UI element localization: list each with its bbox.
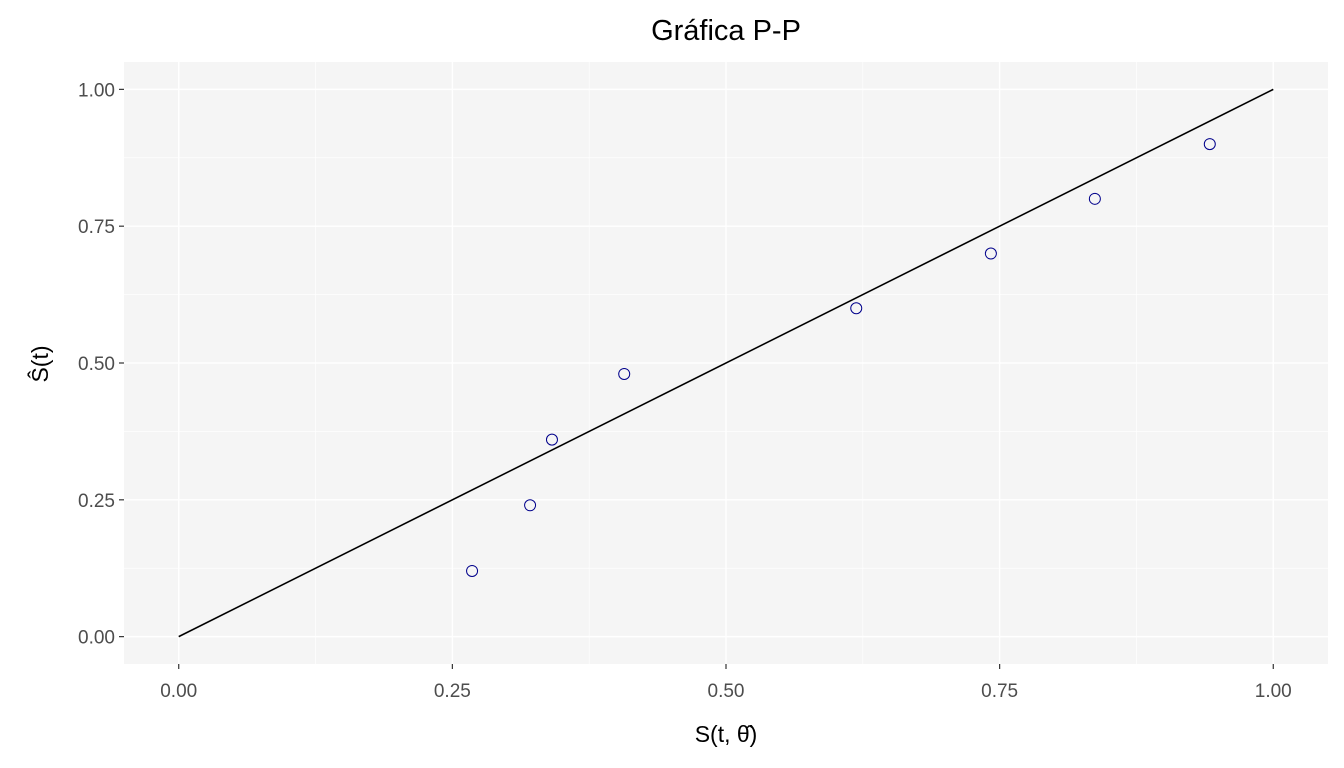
data-point — [466, 564, 479, 577]
data-point — [850, 302, 863, 315]
reference-line — [178, 88, 1274, 638]
data-point — [524, 499, 537, 512]
data-point — [1088, 192, 1101, 205]
y-tick-label: 0.00 — [78, 628, 115, 649]
x-tick-label: 0.50 — [708, 681, 745, 702]
x-tick-label: 0.00 — [160, 681, 197, 702]
x-tick-label: 1.00 — [1255, 681, 1292, 702]
data-points — [466, 138, 1216, 577]
chart-title: Gráfica P-P — [651, 15, 801, 47]
y-axis-title: Ŝ(t) — [26, 345, 53, 382]
x-axis-ticks: 0.00 0.25 0.50 0.75 1.00 — [160, 664, 1292, 702]
y-tick-label: 0.50 — [78, 354, 115, 375]
reference-line-group — [178, 88, 1274, 638]
x-axis-title: S(t, θ̂) — [695, 721, 758, 747]
data-point — [1203, 138, 1216, 151]
y-axis-ticks: 0.00 0.25 0.50 0.75 1.00 — [78, 80, 124, 649]
x-tick-label: 0.75 — [981, 681, 1018, 702]
y-tick-label: 0.75 — [78, 217, 115, 238]
data-point — [545, 433, 558, 446]
data-point — [984, 247, 997, 260]
y-tick-label: 1.00 — [78, 80, 115, 101]
y-tick-label: 0.25 — [78, 491, 115, 512]
x-tick-label: 0.25 — [434, 681, 471, 702]
data-point — [618, 367, 631, 380]
